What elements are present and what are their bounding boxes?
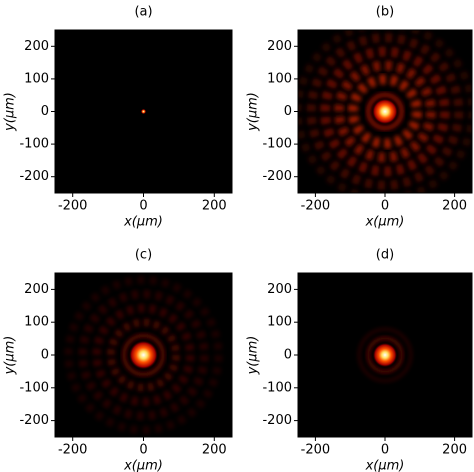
panel-title: (b): [376, 5, 394, 20]
ring: [365, 92, 405, 131]
y-tick-label: 100: [267, 315, 292, 330]
y-axis-label: y(μm): [3, 92, 18, 132]
x-tick-label: 200: [442, 443, 467, 458]
ring: [64, 276, 223, 434]
central-spot: [141, 109, 146, 114]
x-tick-label: -200: [301, 199, 331, 214]
y-tick-label: -100: [262, 380, 292, 395]
central-spot: [371, 98, 399, 125]
central-spot: [372, 342, 398, 368]
x-tick-label: 200: [442, 199, 467, 214]
x-tick-label: 0: [139, 443, 147, 458]
y-tick-label: 200: [267, 39, 292, 54]
y-tick-label: 0: [41, 348, 49, 363]
x-axis-label: x(μm): [123, 459, 163, 472]
ring: [78, 289, 209, 421]
y-tick-label: -100: [19, 137, 49, 152]
panel-title: (a): [134, 5, 152, 20]
ring: [92, 303, 195, 407]
ring: [358, 328, 412, 382]
ring: [334, 60, 436, 163]
y-tick-label: -100: [19, 380, 49, 395]
y-tick-label: 0: [284, 348, 292, 363]
y-axis-label: y(μm): [246, 336, 261, 376]
x-axis-label: x(μm): [365, 215, 405, 230]
y-tick-label: 200: [267, 282, 292, 297]
y-tick-label: 100: [24, 315, 49, 330]
y-tick-label: 200: [24, 282, 49, 297]
y-tick-label: -200: [262, 413, 292, 428]
y-tick-label: 0: [284, 104, 292, 119]
y-tick-label: -200: [262, 169, 292, 184]
x-axis-label: x(μm): [365, 459, 405, 472]
ring: [306, 33, 464, 190]
x-axis-label: x(μm): [123, 215, 163, 230]
y-tick-label: -200: [19, 413, 49, 428]
ring: [122, 333, 165, 377]
x-tick-label: 0: [381, 199, 389, 214]
x-tick-label: -200: [301, 443, 331, 458]
y-tick-label: -200: [19, 169, 49, 184]
ring: [107, 318, 180, 392]
y-tick-label: 200: [24, 39, 49, 54]
y-axis-label: y(μm): [246, 92, 261, 132]
image-panel: [55, 30, 232, 193]
central-spot: [128, 340, 159, 370]
image-panel: [298, 30, 472, 193]
y-tick-label: 0: [41, 104, 49, 119]
image-panel: [298, 273, 472, 437]
y-tick-label: 100: [267, 71, 292, 86]
x-tick-label: 200: [202, 199, 227, 214]
ring: [348, 74, 422, 149]
y-tick-label: 100: [24, 71, 49, 86]
x-tick-label: -200: [58, 443, 88, 458]
y-tick-label: -100: [262, 137, 292, 152]
x-tick-label: 200: [202, 443, 227, 458]
panel-title: (d): [376, 248, 394, 263]
x-tick-label: 0: [381, 443, 389, 458]
image-panel: [55, 273, 232, 437]
x-tick-label: 0: [139, 199, 147, 214]
y-axis-label: y(μm): [3, 336, 18, 376]
ring: [366, 336, 404, 374]
panel-title: (c): [135, 248, 152, 263]
ring: [320, 46, 450, 177]
x-tick-label: -200: [58, 199, 88, 214]
